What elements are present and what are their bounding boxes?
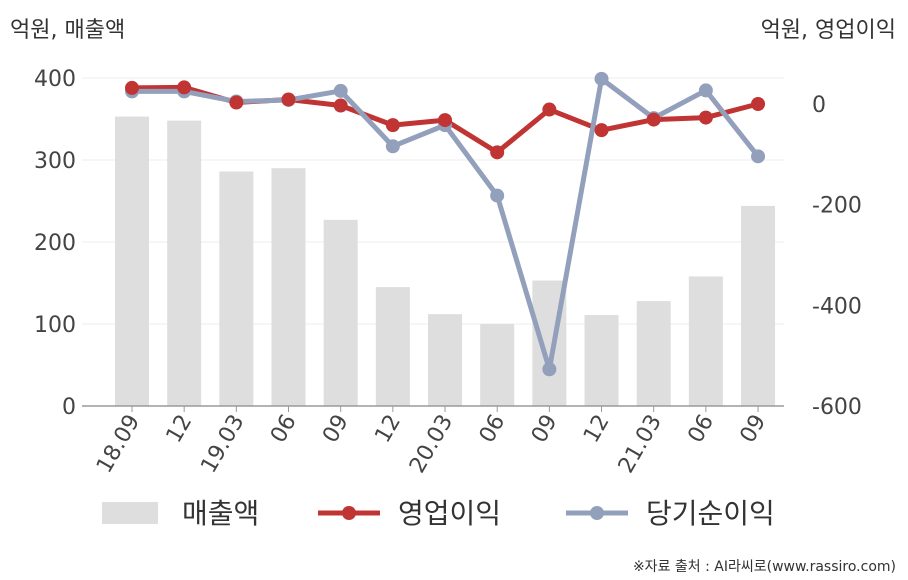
- right-tick-label: -200: [812, 194, 862, 219]
- point-영업이익-10: [646, 112, 661, 127]
- right-tick-label: -400: [812, 294, 862, 319]
- point-당기순이익-8: [542, 362, 557, 377]
- point-당기순이익-5: [385, 139, 400, 154]
- bar-매출액-5: [375, 287, 410, 406]
- x-tick-label: 09: [527, 411, 563, 448]
- point-영업이익-2: [229, 95, 244, 110]
- bar-매출액-3: [271, 168, 306, 406]
- x-tick-label: 06: [475, 411, 511, 448]
- bar-매출액-12: [741, 205, 776, 406]
- x-tick-label: 19.03: [196, 411, 249, 478]
- x-tick-label: 18.09: [92, 411, 145, 478]
- legend-label-영업이익: 영업이익: [398, 497, 501, 530]
- bar-매출액-9: [584, 314, 619, 406]
- bar-매출액-7: [480, 324, 515, 406]
- x-tick-label: 20.03: [405, 411, 458, 478]
- left-tick-label: 100: [34, 313, 76, 338]
- point-영업이익-9: [594, 123, 609, 138]
- bar-매출액-10: [636, 301, 671, 406]
- x-tick-label: 09: [318, 411, 354, 448]
- point-영업이익-0: [125, 80, 139, 95]
- left-tick-label: 400: [34, 67, 76, 92]
- point-당기순이익-7: [490, 188, 505, 203]
- legend-marker-영업이익: [342, 506, 356, 520]
- x-tick-label: 12: [579, 411, 615, 448]
- point-영업이익-6: [438, 113, 453, 128]
- legend-label-매출액: 매출액: [182, 497, 259, 530]
- right-tick-label: 0: [812, 93, 826, 118]
- source-note: ※자료 출처 : AI라씨로(www.rassiro.com): [633, 559, 896, 575]
- legend-swatch-매출액: [102, 502, 158, 524]
- point-영업이익-1: [177, 80, 192, 95]
- axes-group: [82, 405, 784, 412]
- left-tick-label: 0: [62, 395, 76, 420]
- x-tick-label: 12: [162, 411, 198, 448]
- left-axis-unit: 억원, 매출액: [10, 18, 125, 43]
- bar-매출액-0: [115, 116, 149, 406]
- point-영업이익-3: [281, 92, 296, 107]
- point-당기순이익-12: [751, 149, 766, 164]
- x-tick-label: 06: [683, 411, 719, 448]
- left-tick-label: 200: [34, 231, 76, 256]
- point-영업이익-4: [333, 98, 348, 113]
- point-영업이익-12: [751, 97, 766, 111]
- x-tick-label: 06: [266, 411, 302, 448]
- bar-매출액-11: [688, 276, 723, 406]
- x-tick-label: 21.03: [614, 411, 667, 478]
- bar-매출액-2: [219, 171, 254, 406]
- bars-group: [115, 116, 776, 406]
- point-영업이익-5: [385, 118, 400, 133]
- legend-label-당기순이익: 당기순이익: [646, 497, 775, 530]
- point-영업이익-7: [490, 145, 505, 160]
- point-당기순이익-9: [594, 71, 609, 86]
- point-영업이익-11: [698, 110, 713, 125]
- x-tick-label: 12: [370, 411, 406, 448]
- legend: 매출액 영업이익 당기순이익: [102, 497, 775, 530]
- right-axis-unit: 억원, 영업이익: [761, 18, 896, 43]
- bar-매출액-6: [428, 314, 463, 406]
- lines-group: [125, 71, 766, 377]
- right-tick-label: -600: [812, 395, 862, 420]
- left-tick-label: 300: [34, 149, 76, 174]
- x-tick-label: 09: [736, 411, 772, 448]
- point-당기순이익-11: [698, 83, 713, 98]
- point-당기순이익-4: [333, 83, 348, 98]
- bar-매출액-1: [167, 120, 202, 406]
- point-영업이익-8: [542, 102, 557, 117]
- legend-marker-당기순이익: [590, 506, 604, 520]
- bar-매출액-4: [323, 219, 358, 406]
